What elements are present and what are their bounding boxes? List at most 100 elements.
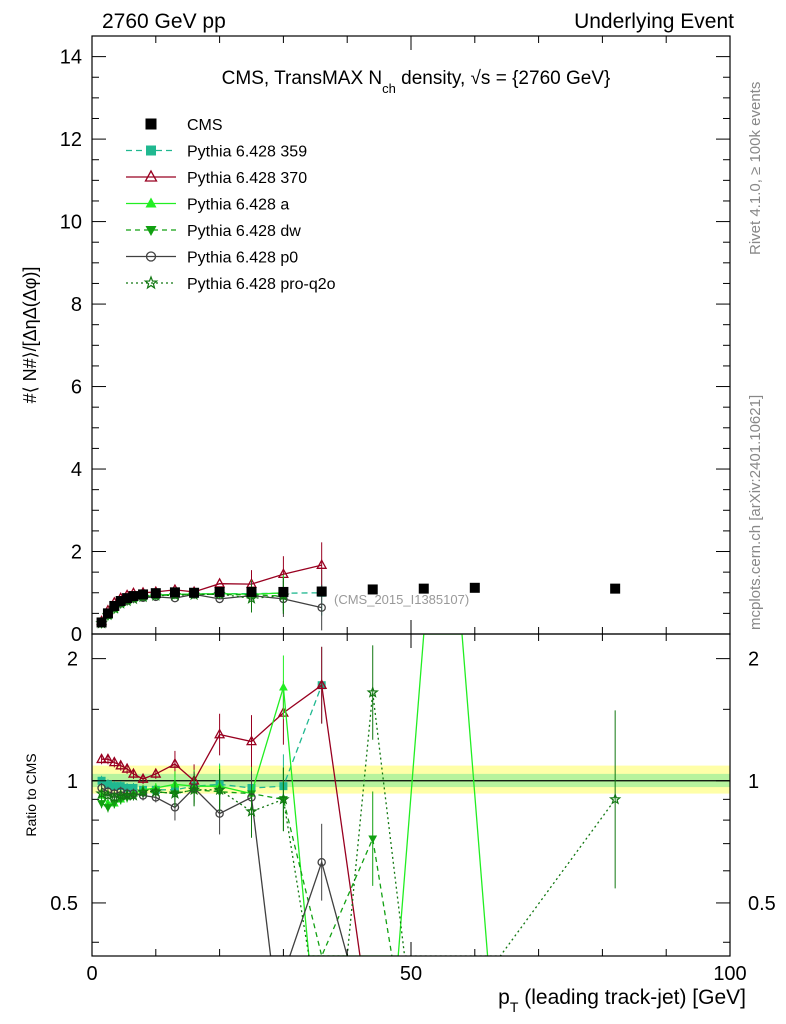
analysis-tag: (CMS_2015_I1385107) — [334, 592, 469, 607]
legend-label: Pythia 6.428 dw — [187, 223, 301, 240]
ratio-point — [245, 804, 258, 817]
ratio-point — [150, 767, 162, 778]
ratio-point — [96, 753, 108, 764]
legend-item: Pythia 6.428 dw — [126, 223, 301, 240]
ratio-point — [136, 785, 150, 798]
legend-item: Pythia 6.428 p0 — [126, 250, 298, 267]
ratio-y-tick-label: 1 — [67, 771, 78, 793]
ratio-y-tick-label: 2 — [67, 649, 78, 671]
ratio-point — [123, 783, 132, 792]
cms-data-point — [316, 586, 327, 597]
ratio-point — [608, 792, 622, 805]
ratio-point — [101, 788, 115, 801]
legend-label: Pythia 6.428 359 — [187, 144, 307, 161]
ratio-point — [368, 835, 378, 844]
legend-label: CMS — [187, 117, 223, 134]
legend-label: Pythia 6.428 a — [187, 197, 289, 214]
x-axis-label: pT (leading track-jet) [GeV] — [498, 986, 746, 1015]
series-pythia-6-428-370 — [96, 542, 328, 626]
y-tick-label: 10 — [60, 212, 82, 234]
ratio-point — [129, 783, 138, 792]
legend-item: Pythia 6.428 pro-q2o — [126, 275, 336, 293]
main-y-label: #⟨ N#⟩/[ΔηΔ(Δφ)] — [20, 267, 40, 404]
cms-data-point — [189, 587, 200, 598]
ratio-point — [366, 685, 379, 698]
ratio-point — [279, 682, 288, 691]
ratio-plot-area — [92, 634, 730, 956]
y-tick-label: 6 — [71, 377, 82, 399]
ratio-point — [317, 857, 326, 867]
legend-marker — [145, 226, 157, 236]
ratio-point — [102, 753, 114, 764]
x-tick-label: 50 — [400, 963, 422, 985]
series-pythia-6-428-p0 — [97, 580, 326, 631]
legend-label: Pythia 6.428 p0 — [187, 250, 298, 267]
legend-marker — [145, 251, 157, 262]
legend-item: Pythia 6.428 a — [126, 197, 289, 214]
ratio-y-tick-label-right: 1 — [748, 771, 759, 793]
ratio-point — [116, 782, 125, 791]
legend-label: Pythia 6.428 370 — [187, 170, 307, 187]
data-point — [316, 558, 328, 569]
y-tick-label: 2 — [71, 542, 82, 564]
side-label-top: Rivet 4.1.0, ≥ 100k events — [747, 82, 764, 255]
x-tick-label: 100 — [713, 963, 746, 985]
ratio-point — [97, 800, 106, 809]
side-label-bottom: mcplots.cern.ch [arXiv:2401.10621] — [747, 395, 764, 630]
ratio-panel: 0.5 0.5 1 1 2 2 0 50 100 Ratio to CMS pT (leadin… — [23, 633, 776, 1015]
ratio-point — [121, 762, 133, 773]
ratio-point — [109, 800, 119, 809]
legend-marker — [146, 145, 156, 156]
cms-data-point — [122, 593, 133, 604]
cms-data-point — [169, 587, 180, 598]
y-tick-label: 4 — [71, 459, 82, 481]
data-point — [245, 591, 258, 604]
cms-data-point — [214, 586, 225, 597]
ratio-series-pythia-6-428-pro-q2o — [95, 645, 622, 956]
ratio-point — [137, 772, 149, 783]
ratio-point — [187, 783, 201, 796]
ratio-y-tick-label-right: 2 — [748, 649, 759, 671]
ratio-ticks: 0.5 0.5 1 1 2 2 0 50 100 — [50, 634, 776, 985]
cms-data-point — [138, 589, 149, 600]
cms-data-point — [150, 588, 161, 599]
data-point — [214, 577, 226, 588]
cms-data-point — [610, 583, 621, 594]
cms-data-point — [278, 586, 289, 597]
y-tick-label: 8 — [71, 294, 82, 316]
ratio-point — [103, 780, 112, 789]
ratio-point — [108, 756, 120, 767]
legend-marker — [145, 197, 157, 208]
main-title: CMS, TransMAX Nch density, √s = {2760 Ge… — [222, 68, 611, 96]
ratio-point — [115, 759, 127, 770]
ratio-y-tick-label: 0.5 — [50, 893, 78, 915]
header-left: 2760 GeV pp — [102, 10, 226, 33]
header-right: Underlying Event — [574, 10, 734, 33]
ratio-series — [95, 634, 622, 956]
ratio-y-tick-label-right: 0.5 — [748, 893, 776, 915]
data-point — [317, 603, 326, 612]
cms-data-point — [109, 600, 120, 611]
cms-data-point — [115, 596, 126, 607]
main-y-ticks: 0 2 4 6 8 10 12 14 — [60, 35, 731, 646]
ratio-line — [101, 684, 361, 956]
y-tick-label: 12 — [60, 129, 82, 151]
ratio-point — [127, 788, 140, 801]
ratio-point — [149, 785, 163, 798]
ratio-y-label: Ratio to CMS — [23, 753, 39, 836]
ratio-point — [316, 679, 328, 690]
cms-data-point — [128, 591, 139, 602]
cms-data-point — [418, 583, 429, 594]
ratio-line — [101, 634, 489, 956]
main-plot-area — [95, 542, 621, 631]
legend-marker — [145, 118, 157, 130]
ratio-point — [169, 757, 181, 768]
ratio-line — [101, 692, 616, 956]
cms-data-point — [469, 582, 480, 593]
ratio-point — [103, 804, 113, 813]
legend-label: Pythia 6.428 pro-q2o — [187, 276, 336, 293]
ratio-point — [110, 782, 119, 791]
cms-data-point — [102, 608, 113, 619]
cms-data-point — [246, 586, 257, 597]
